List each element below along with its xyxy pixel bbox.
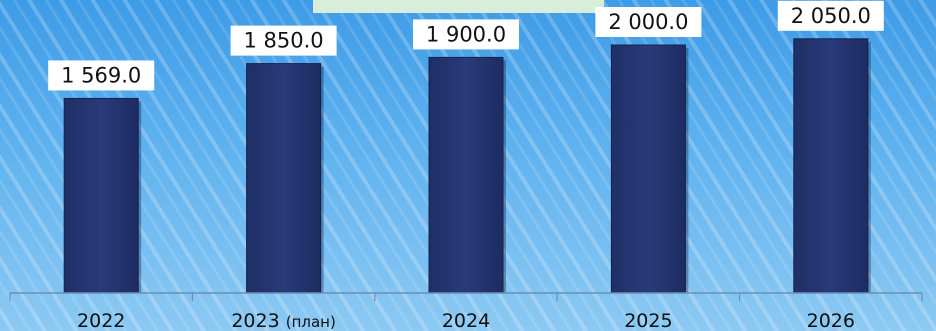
value-label: 2 050.0 [791,4,871,28]
category-label: 2026 [807,310,855,331]
value-label: 1 569.0 [61,63,141,87]
bar-shadow [685,48,689,293]
value-label-box [595,7,702,37]
value-label: 1 900.0 [426,22,506,46]
bar-2026 [793,38,869,294]
value-label: 2 000.0 [608,10,688,34]
bar-2024 [428,56,504,294]
value-label-box [230,25,337,56]
bar-2023 (план) [246,63,322,294]
bar-2025 [610,44,686,294]
category-label: 2022 [77,310,125,331]
category-label: 2023 (план) [231,310,336,331]
category-label: 2024 [442,310,490,331]
bar-2022 [63,97,139,294]
value-label-box [48,60,155,91]
value-label: 1 850.0 [244,29,324,53]
value-label-box [777,0,884,31]
value-label-box [413,19,519,50]
title-banner [313,0,604,13]
bar-shadow [320,66,324,293]
category-label: 2025 [624,310,672,331]
bar-shadow [138,101,142,293]
bar-shadow [867,41,871,293]
bar-shadow [503,60,506,294]
